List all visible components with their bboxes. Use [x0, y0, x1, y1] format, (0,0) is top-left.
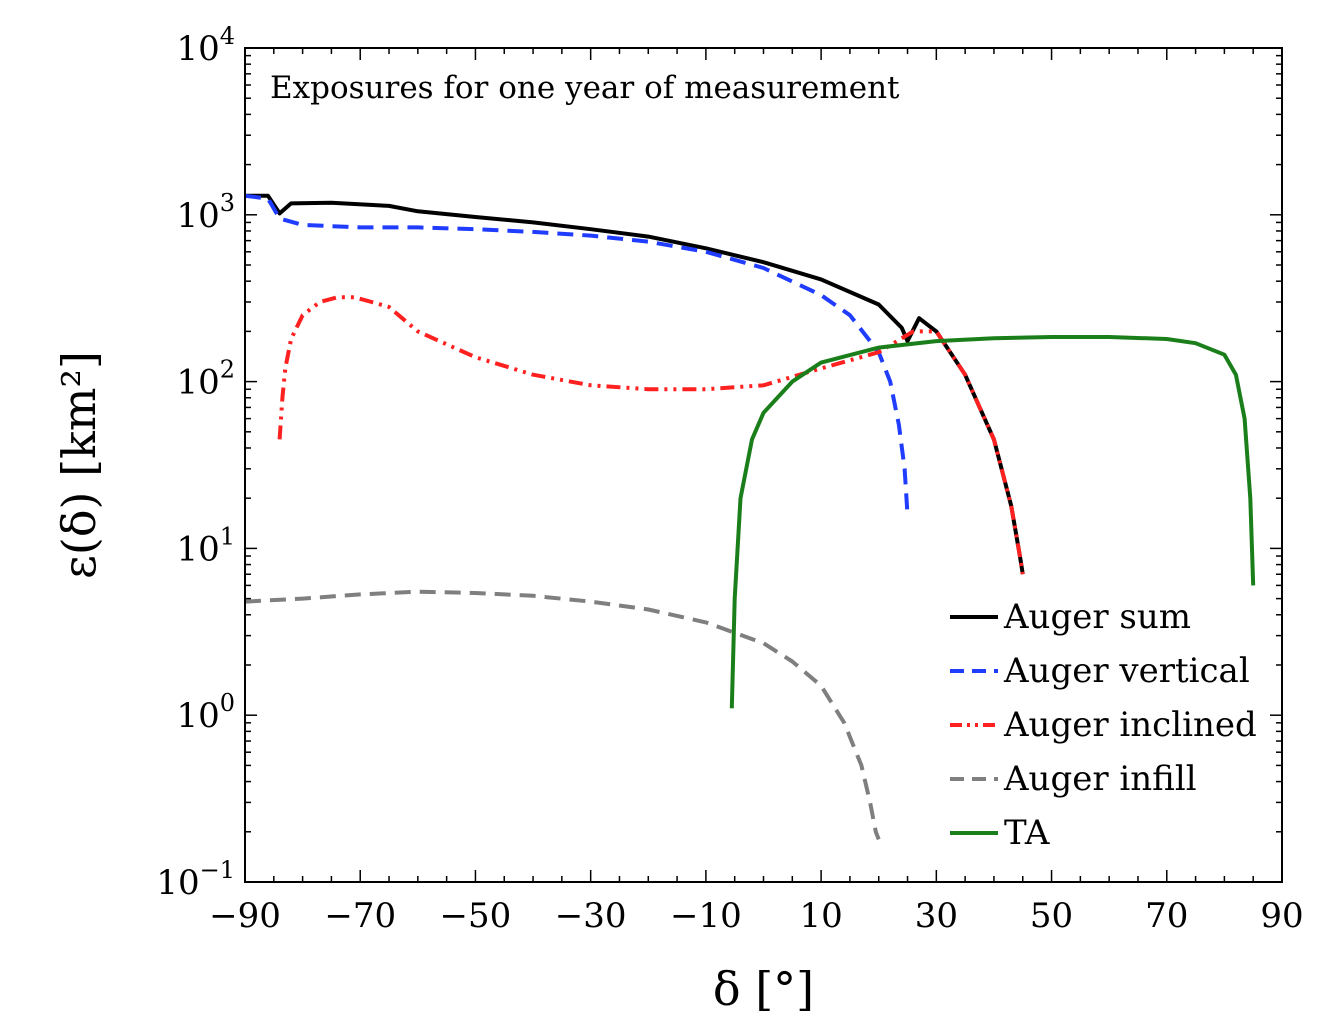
x-tick-label: −90: [209, 896, 281, 936]
series-line-auger-inclined: [277, 295, 1025, 575]
series-line-auger-sum: [245, 193, 1025, 575]
tick-layer: [244, 47, 1283, 883]
series-line-ta: [729, 335, 1256, 709]
x-tick-label: −30: [555, 896, 627, 936]
series-layer: [244, 193, 1256, 841]
x-tick-label: 30: [915, 896, 958, 936]
y-tick-label: 102: [176, 356, 235, 403]
y-tick-label: 104: [176, 22, 235, 69]
y-tick-label: 101: [176, 522, 235, 569]
legend: Auger sum Auger vertical Auger inclined Aug…: [950, 597, 1257, 853]
x-tick-label: 70: [1145, 896, 1188, 936]
legend-label: Auger vertical: [1003, 651, 1250, 691]
y-tick-label: 100: [176, 689, 235, 736]
x-tick-label: −50: [440, 896, 512, 936]
x-tick-label: 10: [799, 896, 842, 936]
x-tick-label: 50: [1030, 896, 1073, 936]
legend-label: Auger infill: [1003, 759, 1197, 799]
legend-label: TA: [1004, 813, 1050, 853]
legend-label: Auger sum: [1003, 597, 1191, 637]
series-line-auger-vertical: [244, 193, 910, 515]
series-line-auger-infill: [244, 589, 881, 841]
tick-label-layer: −90 −70 −50 −30 −10 10 30 50 70 90 10−1 100 101 102 10…: [156, 22, 1303, 936]
x-tick-label: −10: [670, 896, 742, 936]
y-axis-label: ε(δ) [km²]: [52, 351, 106, 579]
legend-label: Auger inclined: [1003, 705, 1257, 745]
y-tick-label: 10−1: [156, 856, 235, 903]
x-axis-label: δ [°]: [713, 962, 814, 1016]
chart-annotation: Exposures for one year of measurement: [270, 70, 900, 106]
x-tick-label: −70: [324, 896, 396, 936]
plot-frame: [244, 47, 1283, 883]
x-tick-label: 90: [1260, 896, 1303, 936]
y-tick-label: 103: [176, 189, 235, 236]
